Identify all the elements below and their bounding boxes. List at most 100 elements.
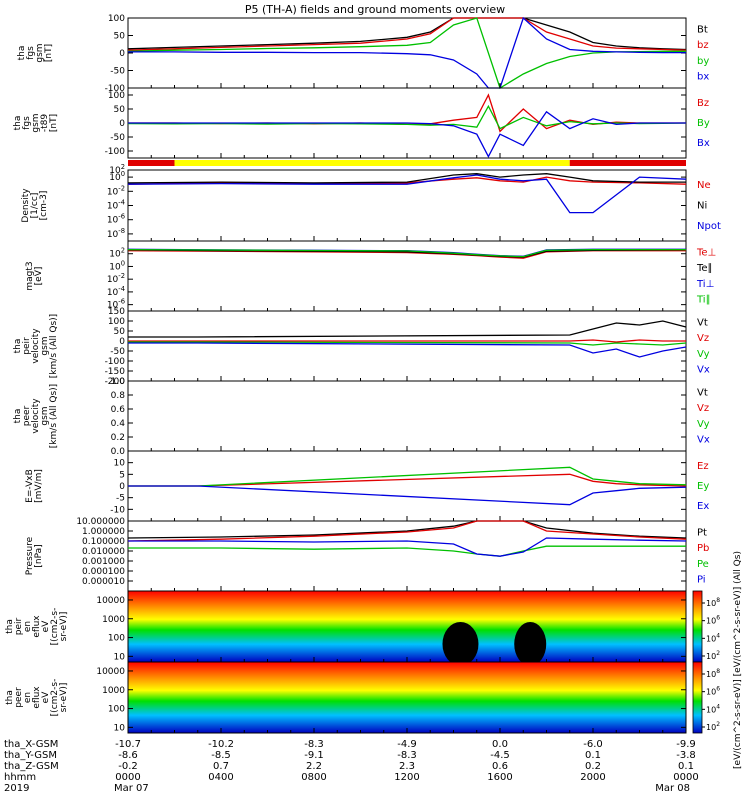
region-bar-red-start: [128, 160, 175, 166]
y-axis-label: [nT]: [49, 114, 59, 132]
x-tick-value: -8.3: [397, 750, 417, 761]
y-axis-label: [1/cc]: [30, 193, 40, 219]
y-axis-label: sr-eV)]: [59, 612, 69, 642]
y-tick-label: 0: [119, 482, 125, 492]
y-tick-label: 0.4: [111, 419, 126, 429]
legend-by: by: [697, 56, 709, 67]
y-tick-label-exp: -4: [118, 199, 125, 207]
y-tick-label: 1000: [102, 615, 125, 625]
y-tick-label: 0.000100: [82, 567, 125, 577]
y-tick-label-base: 10: [107, 301, 119, 311]
x-tick-value: Mar 08: [655, 783, 690, 794]
colorbar-tick-label-exp: 2: [716, 650, 720, 657]
y-tick-label: 10000: [96, 596, 125, 606]
y-axis-label: [km/s (All Qs)]: [49, 314, 59, 378]
spectrogram-peir_spec: [128, 591, 686, 662]
x-tick-value: -4.5: [490, 750, 510, 761]
x-tick-value: 1600: [487, 772, 512, 783]
y-axis-label: fgs: [26, 46, 36, 60]
legend-Ex: Ex: [697, 501, 709, 512]
series-Vx: [128, 342, 687, 358]
series-Ni: [127, 173, 686, 184]
legend-Ni: Ni: [697, 201, 707, 212]
y-tick-label-base: 10: [109, 262, 121, 272]
y-axis-label: eflux: [32, 686, 42, 709]
y-tick-label: 150: [108, 307, 125, 317]
y-tick-label: 100: [109, 170, 125, 183]
y-axis-label: Density: [21, 188, 31, 223]
series-by: [127, 17, 686, 89]
y-tick-label: 10-4: [107, 199, 125, 212]
y-axis-label: eV: [41, 620, 51, 633]
y-tick-label: 10-8: [107, 227, 125, 240]
y-tick-label: 100: [108, 317, 125, 327]
y-axis-label: velocity: [31, 398, 41, 434]
y-tick-label-base: 10: [107, 275, 119, 285]
y-axis-label: [mV/m]: [34, 469, 44, 503]
y-tick-label: 0.000010: [82, 577, 125, 587]
legend-By: By: [697, 118, 710, 129]
x-tick-value: 1200: [394, 772, 419, 783]
colorbar-tick-label-base: 10: [706, 634, 716, 643]
legend-Te∥: Te∥: [696, 263, 713, 274]
y-tick-label: -50: [110, 133, 125, 143]
series-Pb: [127, 520, 687, 542]
legend-Pt: Pt: [697, 528, 707, 539]
y-axis-label: [nPa]: [34, 544, 44, 567]
data-gap-2: [514, 622, 547, 666]
y-tick-label: 10-6: [107, 298, 125, 311]
colorbar-tick-label-exp: 8: [716, 668, 720, 675]
x-tick-value: -9.9: [676, 739, 696, 750]
y-axis-label: [km/s (All Qs)]: [49, 384, 59, 448]
region-bar-red-end: [569, 160, 686, 166]
series-Vt: [128, 320, 687, 338]
y-tick-label-base: 10: [107, 288, 119, 298]
colorbar-tick-label: 102: [706, 721, 720, 732]
x-tick-value: -8.5: [211, 750, 231, 761]
x-row-label: tha_Z-GSM: [4, 761, 59, 772]
colorbar-tick-label-base: 10: [706, 599, 716, 608]
colorbar-unit-label: [eV/(cm^2-s-sr-eV)] [eV/(cm^2-s-sr-eV)] …: [733, 551, 743, 769]
x-row-label: tha_Y-GSM: [4, 750, 57, 761]
x-tick-value: 0.1: [585, 750, 601, 761]
legend-Bz: Bz: [697, 98, 709, 109]
y-tick-label: -10: [110, 505, 125, 515]
colorbar-tick-label: 102: [706, 650, 720, 661]
x-tick-value: -8.6: [118, 750, 138, 761]
panel-fgs_t89: 100 50 0 -50 -100 tha fgs gsm -t89 [nT] Bz By Bx: [13, 87, 710, 159]
y-axis-label: gsm: [35, 43, 45, 62]
y-tick-label: 50: [114, 32, 126, 42]
y-tick-label-base: 10: [107, 187, 119, 197]
series-Pe: [128, 545, 686, 557]
series-Ey: [128, 466, 687, 487]
x-tick-value: 2.2: [306, 761, 322, 772]
colorbar-tick-label-base: 10: [706, 670, 716, 679]
y-axis-label: -t89: [40, 114, 50, 133]
y-tick-label: 0.8: [111, 391, 126, 401]
y-tick-label: 0.2: [111, 433, 125, 443]
y-tick-label: 10: [114, 723, 126, 733]
panel-peer_vel: 1.0 0.8 0.6 0.4 0.2 0.0 tha peer velocity gsm [km/…: [13, 377, 710, 457]
y-axis-label: [eV]: [34, 267, 44, 286]
legend-Vx: Vx: [697, 434, 710, 445]
x-tick-value: -10.2: [208, 739, 234, 750]
panel-frame: [127, 380, 687, 452]
y-tick-label-exp: -8: [118, 227, 125, 235]
legend-Vt: Vt: [697, 388, 708, 399]
legend-Bx: Bx: [697, 138, 710, 149]
x-tick-value: Mar 07: [114, 783, 149, 794]
y-axis-label: [(cm2-s-: [50, 679, 60, 717]
legend-bz: bz: [697, 40, 709, 51]
panel-fgs: 100 50 0 -50 -100 tha fgs gsm [nT] Bt bz by bx: [17, 14, 709, 94]
y-axis-label: peir: [22, 337, 32, 355]
series-Vy: [128, 341, 687, 346]
legend-Ti⊥: Ti⊥: [696, 279, 714, 290]
y-tick-label: 10: [114, 652, 126, 662]
y-tick-label-exp: -2: [118, 272, 125, 280]
y-axis-label: peer: [22, 405, 32, 426]
y-tick-label: 1.0: [111, 377, 126, 387]
